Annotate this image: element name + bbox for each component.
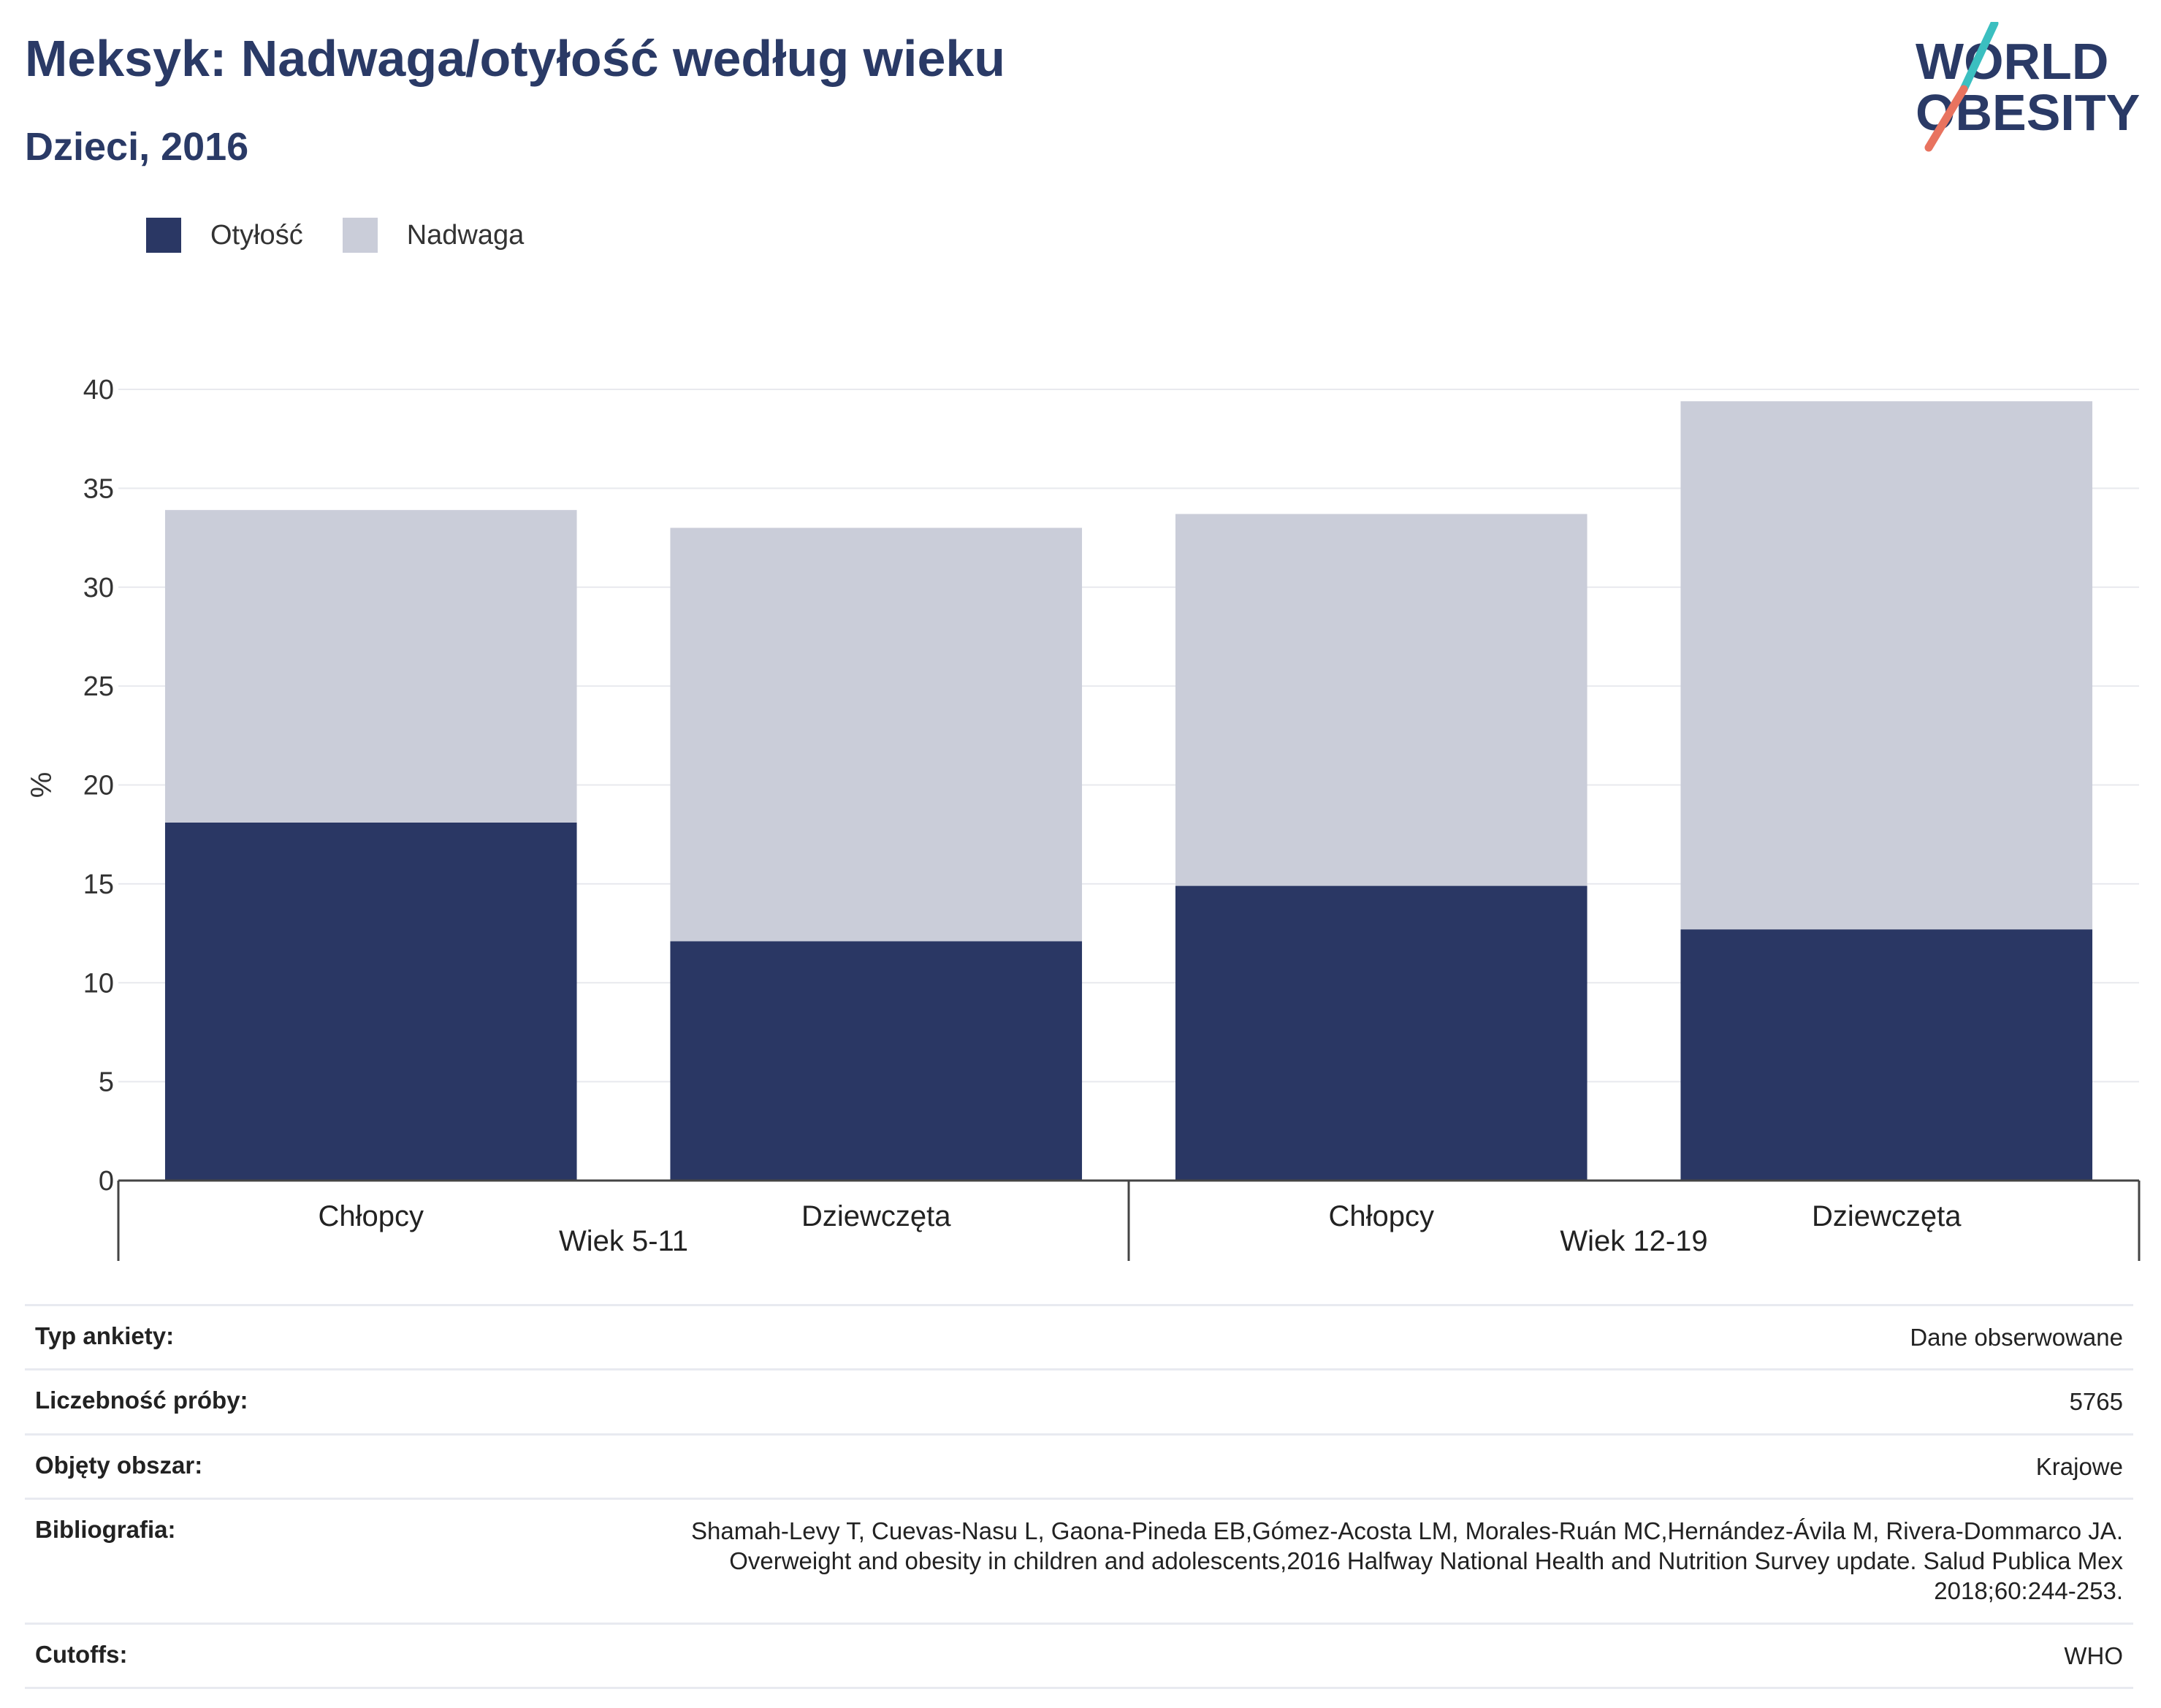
y-tick-label: 25 <box>83 671 114 702</box>
legend-item-overweight[interactable]: Nadwaga <box>342 218 525 253</box>
chart-subtitle: Dzieci, 2016 <box>25 125 249 169</box>
info-value: Dane obserwowane <box>411 1303 2133 1370</box>
chart-title: Meksyk: Nadwaga/otyłość według wieku <box>25 30 1006 87</box>
info-value-line: Dane obserwowane <box>1910 1324 2123 1351</box>
x-tick-label: Chłopcy <box>1328 1200 1434 1232</box>
x-tick-label: Dziewczęta <box>801 1200 951 1232</box>
x-group-label: Wiek 5-11 <box>559 1225 688 1257</box>
legend: Otyłość Nadwaga <box>146 218 563 253</box>
info-key: Bibliografia: <box>25 1497 411 1623</box>
info-value-line: Shamah-Levy T, Cuevas-Nasu L, Gaona-Pine… <box>691 1517 2123 1544</box>
bar-overweight <box>670 527 1083 942</box>
info-value: Krajowe <box>411 1433 2133 1499</box>
legend-item-obesity[interactable]: Otyłość <box>146 218 303 253</box>
y-tick-label: 35 <box>83 473 114 504</box>
info-value: WHO <box>411 1622 2133 1689</box>
y-tick-label: 5 <box>99 1067 114 1098</box>
bar-obesity <box>1175 885 1588 1181</box>
logo-slash-teal <box>1959 22 1999 94</box>
info-key: Typ ankiety: <box>25 1303 411 1370</box>
info-row: Liczebność próby: 5765 <box>25 1368 2133 1434</box>
bar-obesity <box>670 941 1083 1181</box>
info-value-line: 5765 <box>2069 1388 2123 1416</box>
info-row: Objęty obszar: Krajowe <box>25 1433 2133 1499</box>
y-tick-label: 30 <box>83 573 114 603</box>
info-row: Typ ankiety: Dane obserwowane <box>25 1303 2133 1370</box>
bar-obesity <box>1680 929 2093 1181</box>
info-key: Objęty obszar: <box>25 1433 411 1499</box>
legend-label-overweight: Nadwaga <box>406 219 525 251</box>
bar-obesity <box>164 822 577 1181</box>
info-value-line: Overweight and obesity in children and a… <box>729 1547 2123 1574</box>
stacked-bar-chart: 0 5 10 15 20 25 30 35 40% Chłopcy Dziewczęta Chłopc… <box>26 375 2141 1261</box>
bar-overweight <box>1680 401 2093 930</box>
bar-overweight <box>1175 514 1588 886</box>
info-value-line: 2018;60:244-253. <box>1934 1577 2123 1605</box>
info-value: 5765 <box>411 1368 2133 1434</box>
legend-swatch-obesity <box>146 218 181 253</box>
x-tick-label: Dziewczęta <box>1812 1200 1962 1232</box>
legend-swatch-overweight <box>342 218 378 253</box>
info-value-line: Krajowe <box>2035 1452 2123 1480</box>
info-key: Liczebność próby: <box>25 1368 411 1434</box>
y-axis-label: % <box>26 772 58 798</box>
world-obesity-logo: WORLD OBESITY <box>1916 22 2140 152</box>
legend-label-obesity: Otyłość <box>210 219 303 251</box>
info-row: Bibliografia: Shamah-Levy T, Cuevas-Nasu … <box>25 1497 2133 1623</box>
info-value-line: WHO <box>2064 1642 2123 1669</box>
y-tick-label: 40 <box>83 375 114 405</box>
bar-overweight <box>164 510 577 823</box>
logo-slash-coral <box>1924 85 1968 152</box>
info-key: Cutoffs: <box>25 1622 411 1689</box>
info-row: Cutoffs: WHO <box>25 1622 2133 1689</box>
y-tick-label: 20 <box>83 771 114 801</box>
info-value: Shamah-Levy T, Cuevas-Nasu L, Gaona-Pine… <box>411 1497 2133 1623</box>
logo-text-world: WORLD <box>1916 33 2108 90</box>
y-tick-label: 15 <box>83 869 114 900</box>
x-group-label: Wiek 12-19 <box>1560 1225 1707 1257</box>
survey-info-table: Typ ankiety: Dane obserwowane Liczebność p… <box>25 1303 2133 1689</box>
x-tick-label: Chłopcy <box>318 1200 424 1232</box>
y-tick-label: 10 <box>83 968 114 999</box>
y-tick-label: 0 <box>99 1166 114 1197</box>
